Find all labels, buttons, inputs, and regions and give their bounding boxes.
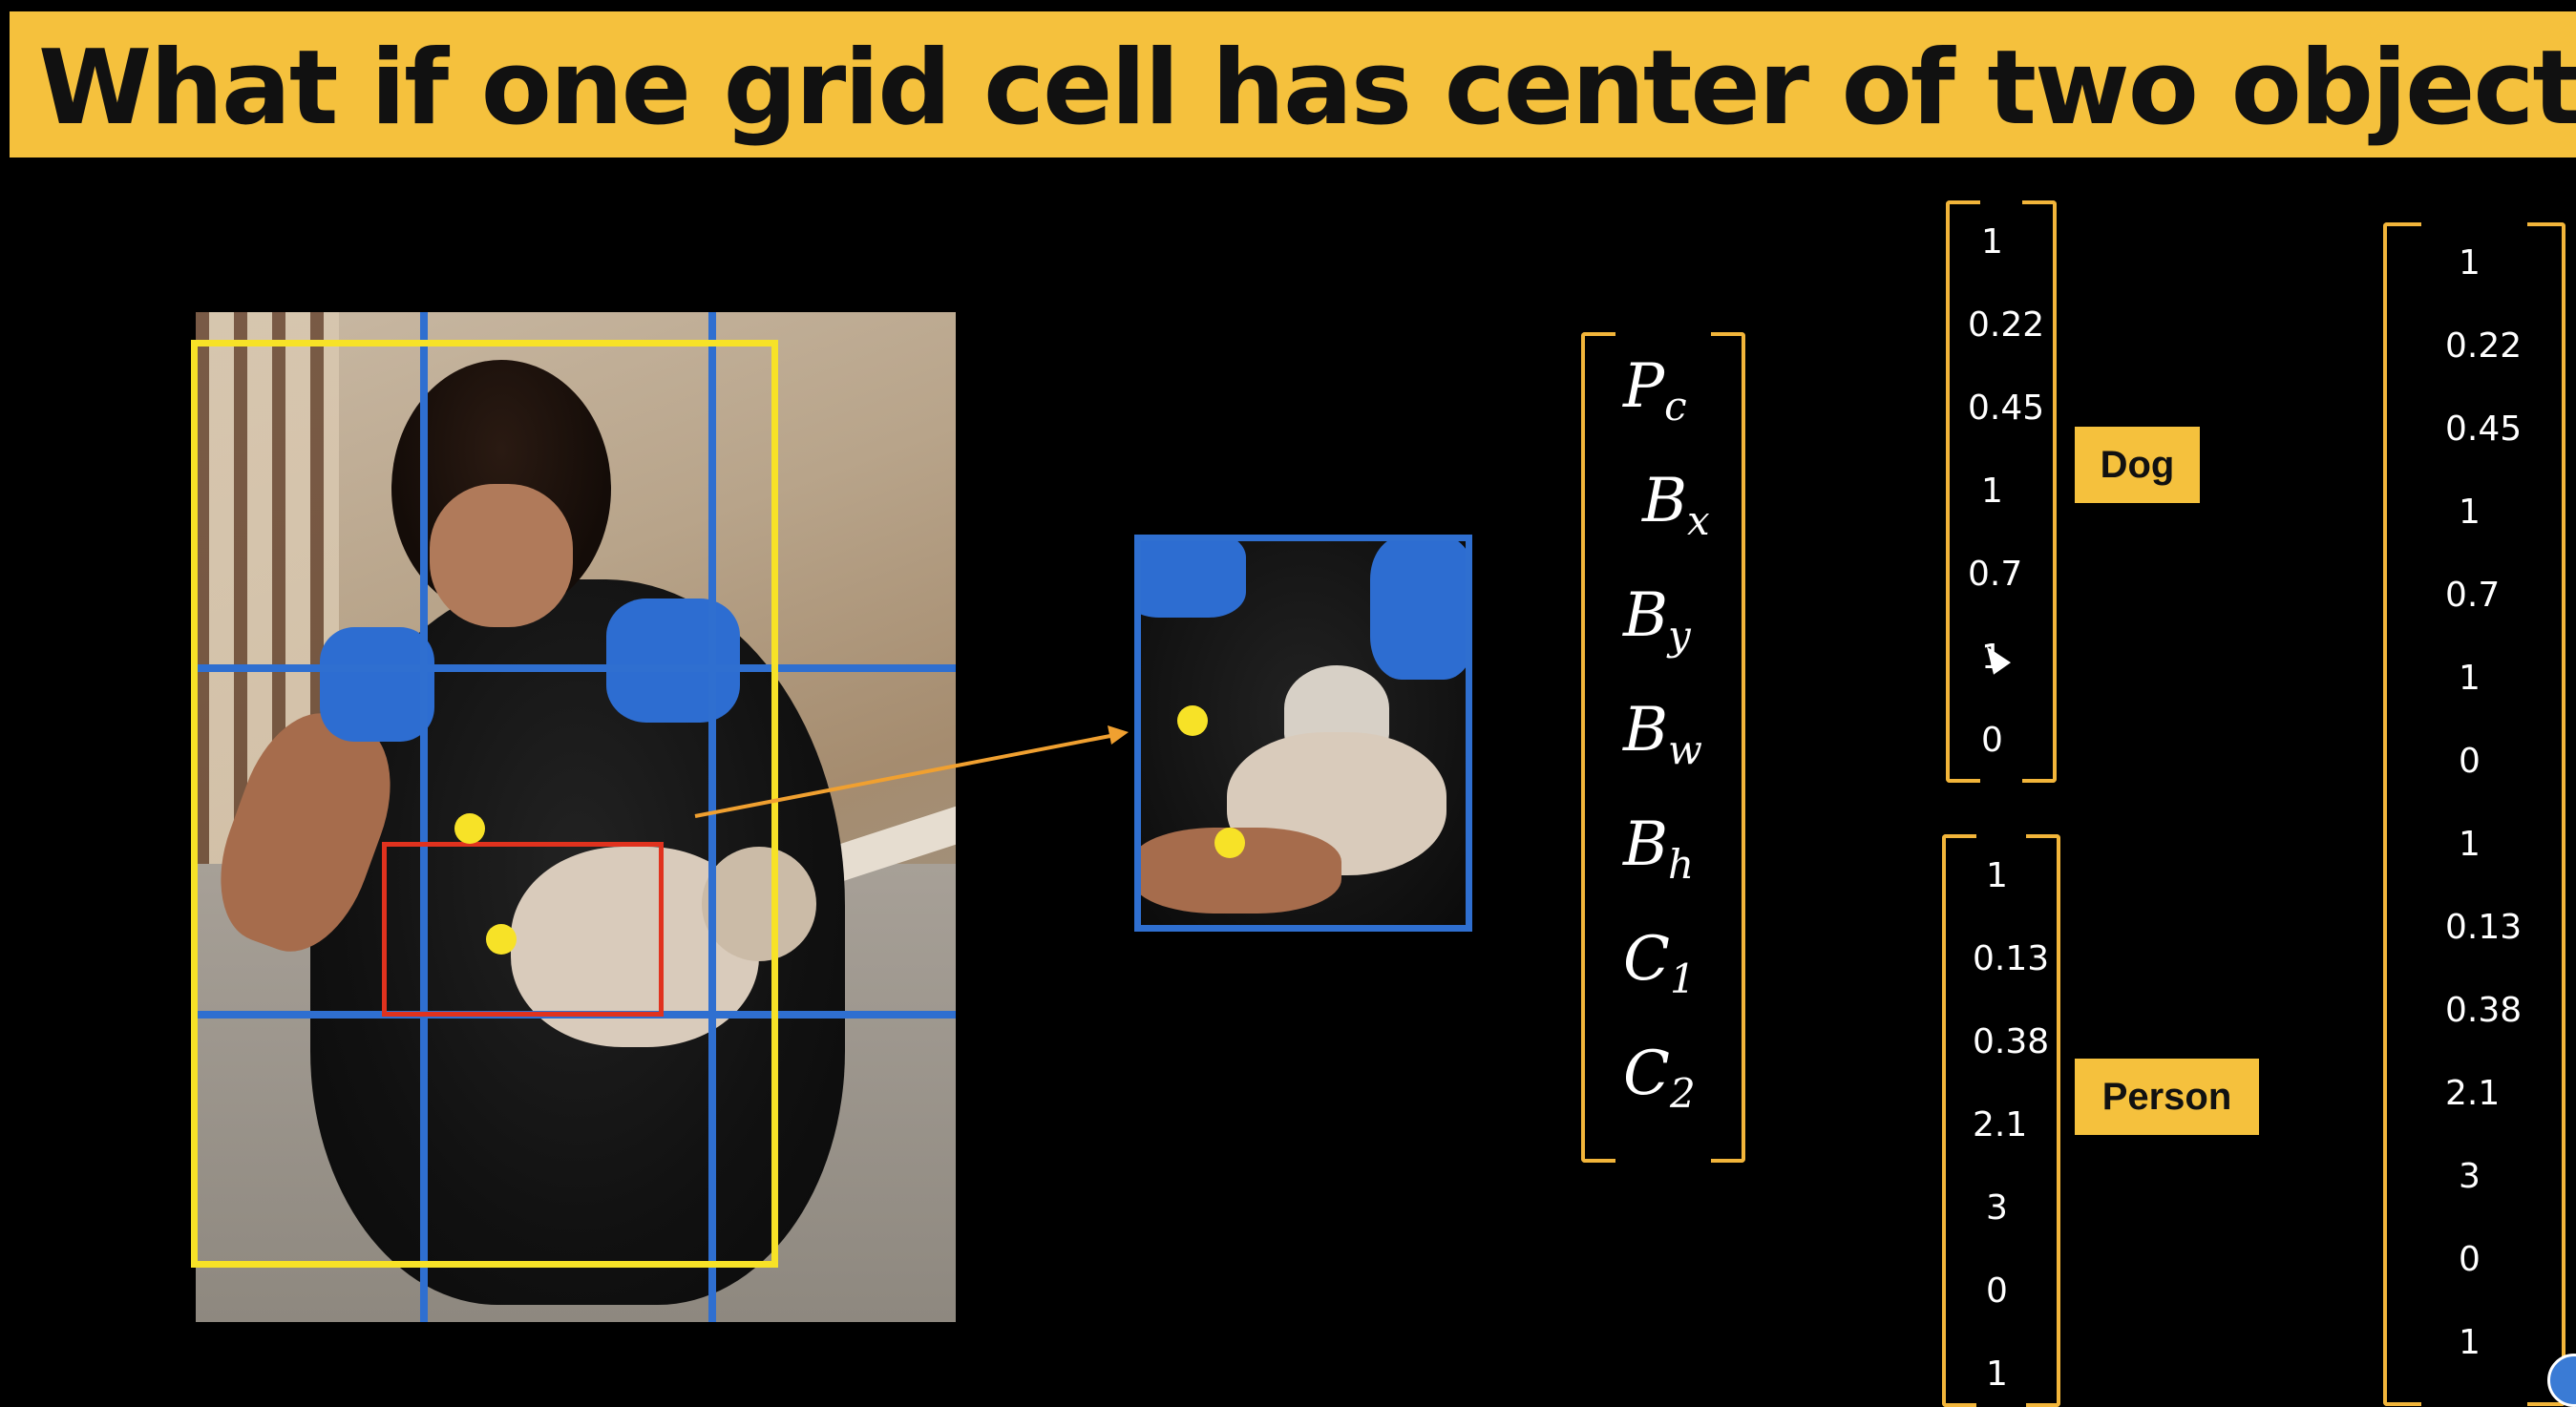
title-bar: What if one grid cell has center of two … <box>10 11 2576 158</box>
combined-vector-value: 0.22 <box>2445 326 2523 366</box>
dog-vector-value: 0.45 <box>1968 388 2045 428</box>
symbol-b-w: Bw <box>1623 695 1702 773</box>
dog-center-dot <box>486 924 517 955</box>
dog-label: Dog <box>2075 427 2200 503</box>
combined-vector-value: 0.13 <box>2445 908 2523 947</box>
symbol-c-1: C1 <box>1623 924 1696 1002</box>
person-vector-value: 0 <box>1986 1271 2008 1311</box>
person-vector-value: 0.38 <box>1973 1022 2050 1061</box>
person-bounding-box <box>191 340 778 1268</box>
person-vector-value: 1 <box>1986 856 2008 895</box>
zoom-person-dot <box>1177 705 1208 736</box>
example-photo <box>196 312 956 1322</box>
combined-vector-value: 1 <box>2459 1323 2481 1362</box>
dog-vector-value: 1 <box>1981 638 2003 677</box>
zoom-sleeve-right <box>1370 541 1466 680</box>
combined-vector-value: 0.45 <box>2445 410 2523 449</box>
person-label: Person <box>2075 1059 2259 1135</box>
slide-title: What if one grid cell has center of two … <box>38 29 2576 148</box>
person-vector-bracket-left <box>1942 834 1976 1407</box>
combined-vector-bracket-right <box>2527 222 2565 1406</box>
symbol-vector-bracket-right <box>1711 332 1745 1163</box>
combined-vector-value: 1 <box>2459 493 2481 532</box>
dog-vector-value: 1 <box>1981 472 2003 511</box>
dog-bounding-box <box>382 842 664 1017</box>
grid-line-horizontal-1 <box>196 664 956 672</box>
symbol-b-h: Bh <box>1623 809 1695 888</box>
person-sleeve-right <box>606 598 740 723</box>
combined-vector-value: 0.7 <box>2445 576 2501 615</box>
grid-line-vertical-1 <box>420 312 428 1322</box>
symbol-c-2: C2 <box>1623 1039 1696 1117</box>
combined-vector-value: 1 <box>2459 243 2481 283</box>
combined-vector-bracket-left <box>2383 222 2421 1406</box>
combined-vector-value: 0 <box>2459 742 2481 781</box>
symbol-p-c: Pc <box>1623 351 1687 430</box>
dog-vector-value: 0.22 <box>1968 305 2045 345</box>
dog-vector-value: 0 <box>1981 721 2003 760</box>
combined-vector-value: 0.38 <box>2445 991 2523 1030</box>
combined-vector-value: 1 <box>2459 659 2481 698</box>
person-vector-value: 2.1 <box>1973 1105 2028 1144</box>
dog-vector-value: 1 <box>1981 222 2003 262</box>
symbol-b-y: By <box>1623 580 1691 659</box>
symbol-b-x: Bx <box>1642 466 1710 544</box>
dog-head <box>702 847 816 961</box>
dog-vector-bracket-right <box>2022 200 2057 783</box>
person-vector-value: 0.13 <box>1973 939 2050 978</box>
zoom-dog-dot <box>1214 828 1245 858</box>
grid-line-vertical-2 <box>708 312 716 1322</box>
combined-vector-value: 3 <box>2459 1157 2481 1196</box>
zoom-sleeve-left <box>1141 541 1246 618</box>
person-center-dot <box>454 813 485 844</box>
person-face <box>430 484 573 627</box>
person-sleeve-left <box>320 627 434 742</box>
combined-vector-value: 1 <box>2459 825 2481 864</box>
combined-vector-value: 2.1 <box>2445 1074 2501 1113</box>
combined-vector-value: 0 <box>2459 1240 2481 1279</box>
dog-vector-value: 0.7 <box>1968 555 2023 594</box>
person-vector-value: 1 <box>1986 1354 2008 1394</box>
symbol-vector-bracket-left <box>1581 332 1615 1163</box>
person-vector-bracket-right <box>2026 834 2060 1407</box>
person-vector-value: 3 <box>1986 1188 2008 1228</box>
dog-vector-bracket-left <box>1946 200 1980 783</box>
zoomed-grid-cell <box>1134 535 1472 932</box>
